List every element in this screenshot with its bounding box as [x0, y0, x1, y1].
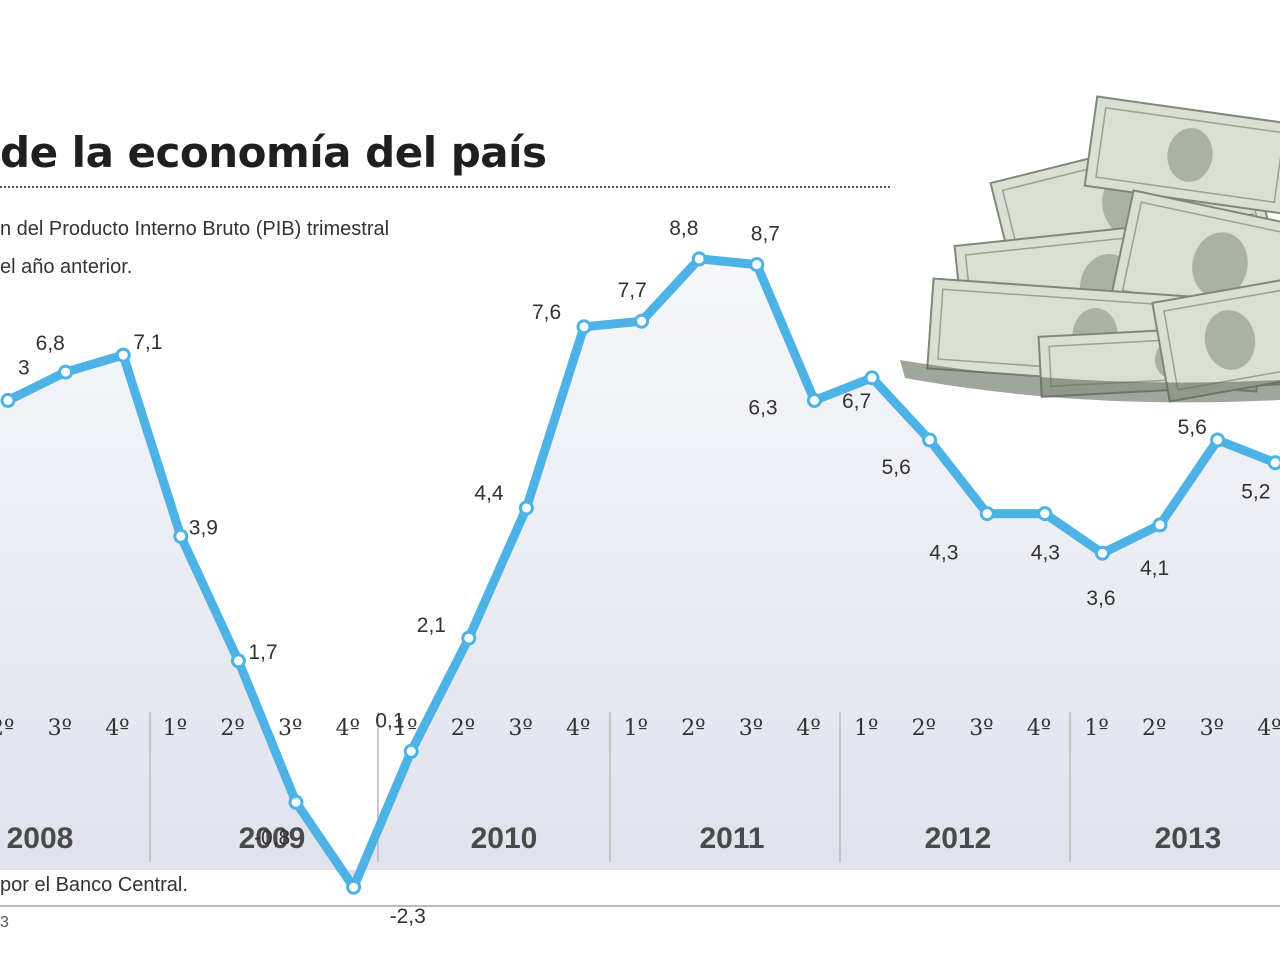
data-label: 6,3 [748, 396, 777, 419]
bill-border [1163, 289, 1280, 391]
quarter-tick-label: 1º [393, 716, 417, 741]
data-label: 5,6 [882, 456, 911, 479]
year-label: 2010 [471, 822, 538, 855]
chart-title: de la economía del país [0, 128, 547, 177]
data-point [864, 370, 880, 386]
footer-mark: 3 [0, 914, 9, 931]
quarter-tick-label: 4º [566, 716, 590, 741]
dollar-bill-icon [1083, 95, 1280, 215]
data-point [1094, 545, 1110, 561]
dollar-bill-icon [1151, 277, 1280, 403]
quarter-tick-label: 4º [1257, 716, 1280, 741]
bill-portrait [1167, 128, 1213, 182]
data-label: 2,1 [417, 614, 446, 637]
quarter-tick-label: 4º [796, 716, 820, 741]
data-point [922, 432, 938, 448]
data-point [1152, 517, 1168, 533]
quarter-tick-label: 3º [278, 716, 302, 741]
source-note: por el Banco Central. [0, 874, 188, 896]
data-point [58, 364, 74, 380]
quarter-tick-label: 3º [969, 716, 993, 741]
data-point [979, 506, 995, 522]
data-point [634, 313, 650, 329]
quarter-tick-label: 3º [1200, 716, 1224, 741]
data-label: 4,1 [1140, 557, 1169, 580]
quarter-tick-label: 2º [451, 716, 475, 741]
data-label: 0,1 [375, 709, 404, 732]
quarter-tick-label: 2º [220, 716, 244, 741]
year-label: 2009 [239, 822, 306, 855]
quarter-tick-label: 2º [1142, 716, 1166, 741]
data-point [346, 879, 362, 895]
quarter-tick-label: 1º [1084, 716, 1108, 741]
year-label: 2008 [7, 822, 74, 855]
data-label: 3 [18, 356, 30, 379]
data-label: 5,6 [1178, 416, 1207, 439]
data-point [288, 794, 304, 810]
chart-area-fill [0, 258, 1280, 888]
data-label: 8,8 [669, 217, 698, 240]
quarter-tick-label: 1º [854, 716, 878, 741]
data-label: 7,6 [532, 301, 561, 324]
data-point [230, 653, 246, 669]
data-label: -2,3 [390, 905, 426, 928]
data-label: 4,3 [1031, 542, 1060, 565]
quarter-tick-label: 2º [0, 716, 14, 741]
quarter-tick-label: 1º [163, 716, 187, 741]
quarter-tick-label: 3º [48, 716, 72, 741]
year-label: 2011 [699, 822, 764, 855]
data-point [403, 743, 419, 759]
data-point [691, 251, 707, 267]
money-stack-icon [900, 95, 1280, 403]
data-label: 4,4 [474, 482, 504, 505]
quarter-tick-label: 3º [739, 716, 763, 741]
subtitle-line-1: n del Producto Interno Bruto (PIB) trime… [0, 218, 390, 240]
data-point [806, 392, 822, 408]
data-point [1210, 432, 1226, 448]
quarter-tick-label: 4º [336, 716, 360, 741]
quarter-tick-label: 4º [105, 716, 129, 741]
data-point [576, 319, 592, 335]
data-point [518, 500, 534, 516]
quarter-tick-label: 2º [912, 716, 936, 741]
quarter-tick-label: 4º [1027, 716, 1051, 741]
data-label: 4,3 [929, 542, 958, 565]
data-point [1267, 455, 1280, 471]
bill-portrait [1204, 310, 1256, 370]
data-label: 7,1 [133, 331, 162, 354]
footer-divider [0, 905, 1280, 907]
bill-border [1095, 106, 1280, 204]
data-point [115, 347, 131, 363]
data-label: 8,7 [751, 223, 780, 246]
bill-stack-edge [900, 360, 1280, 403]
subtitle-line-2: el año anterior. [0, 256, 133, 278]
data-point [1037, 506, 1053, 522]
year-label: 2013 [1155, 822, 1222, 855]
title-divider [0, 186, 890, 188]
quarter-tick-label: 1º [624, 716, 648, 741]
bill-portrait [1192, 232, 1248, 298]
data-point [749, 257, 765, 273]
quarter-tick-label: 2º [681, 716, 705, 741]
data-label: 5,2 [1241, 481, 1270, 504]
quarter-tick-label: 3º [508, 716, 532, 741]
data-point [0, 392, 16, 408]
data-label: 3,6 [1086, 587, 1115, 610]
data-label: 6,8 [36, 332, 65, 355]
data-label: -0,8 [254, 826, 290, 849]
year-label: 2012 [925, 822, 992, 855]
data-point [461, 630, 477, 646]
data-label: 6,7 [842, 390, 871, 413]
data-label: 7,7 [618, 279, 647, 302]
data-point [173, 528, 189, 544]
data-label: 1,7 [248, 641, 277, 664]
data-label: 3,9 [189, 516, 218, 539]
